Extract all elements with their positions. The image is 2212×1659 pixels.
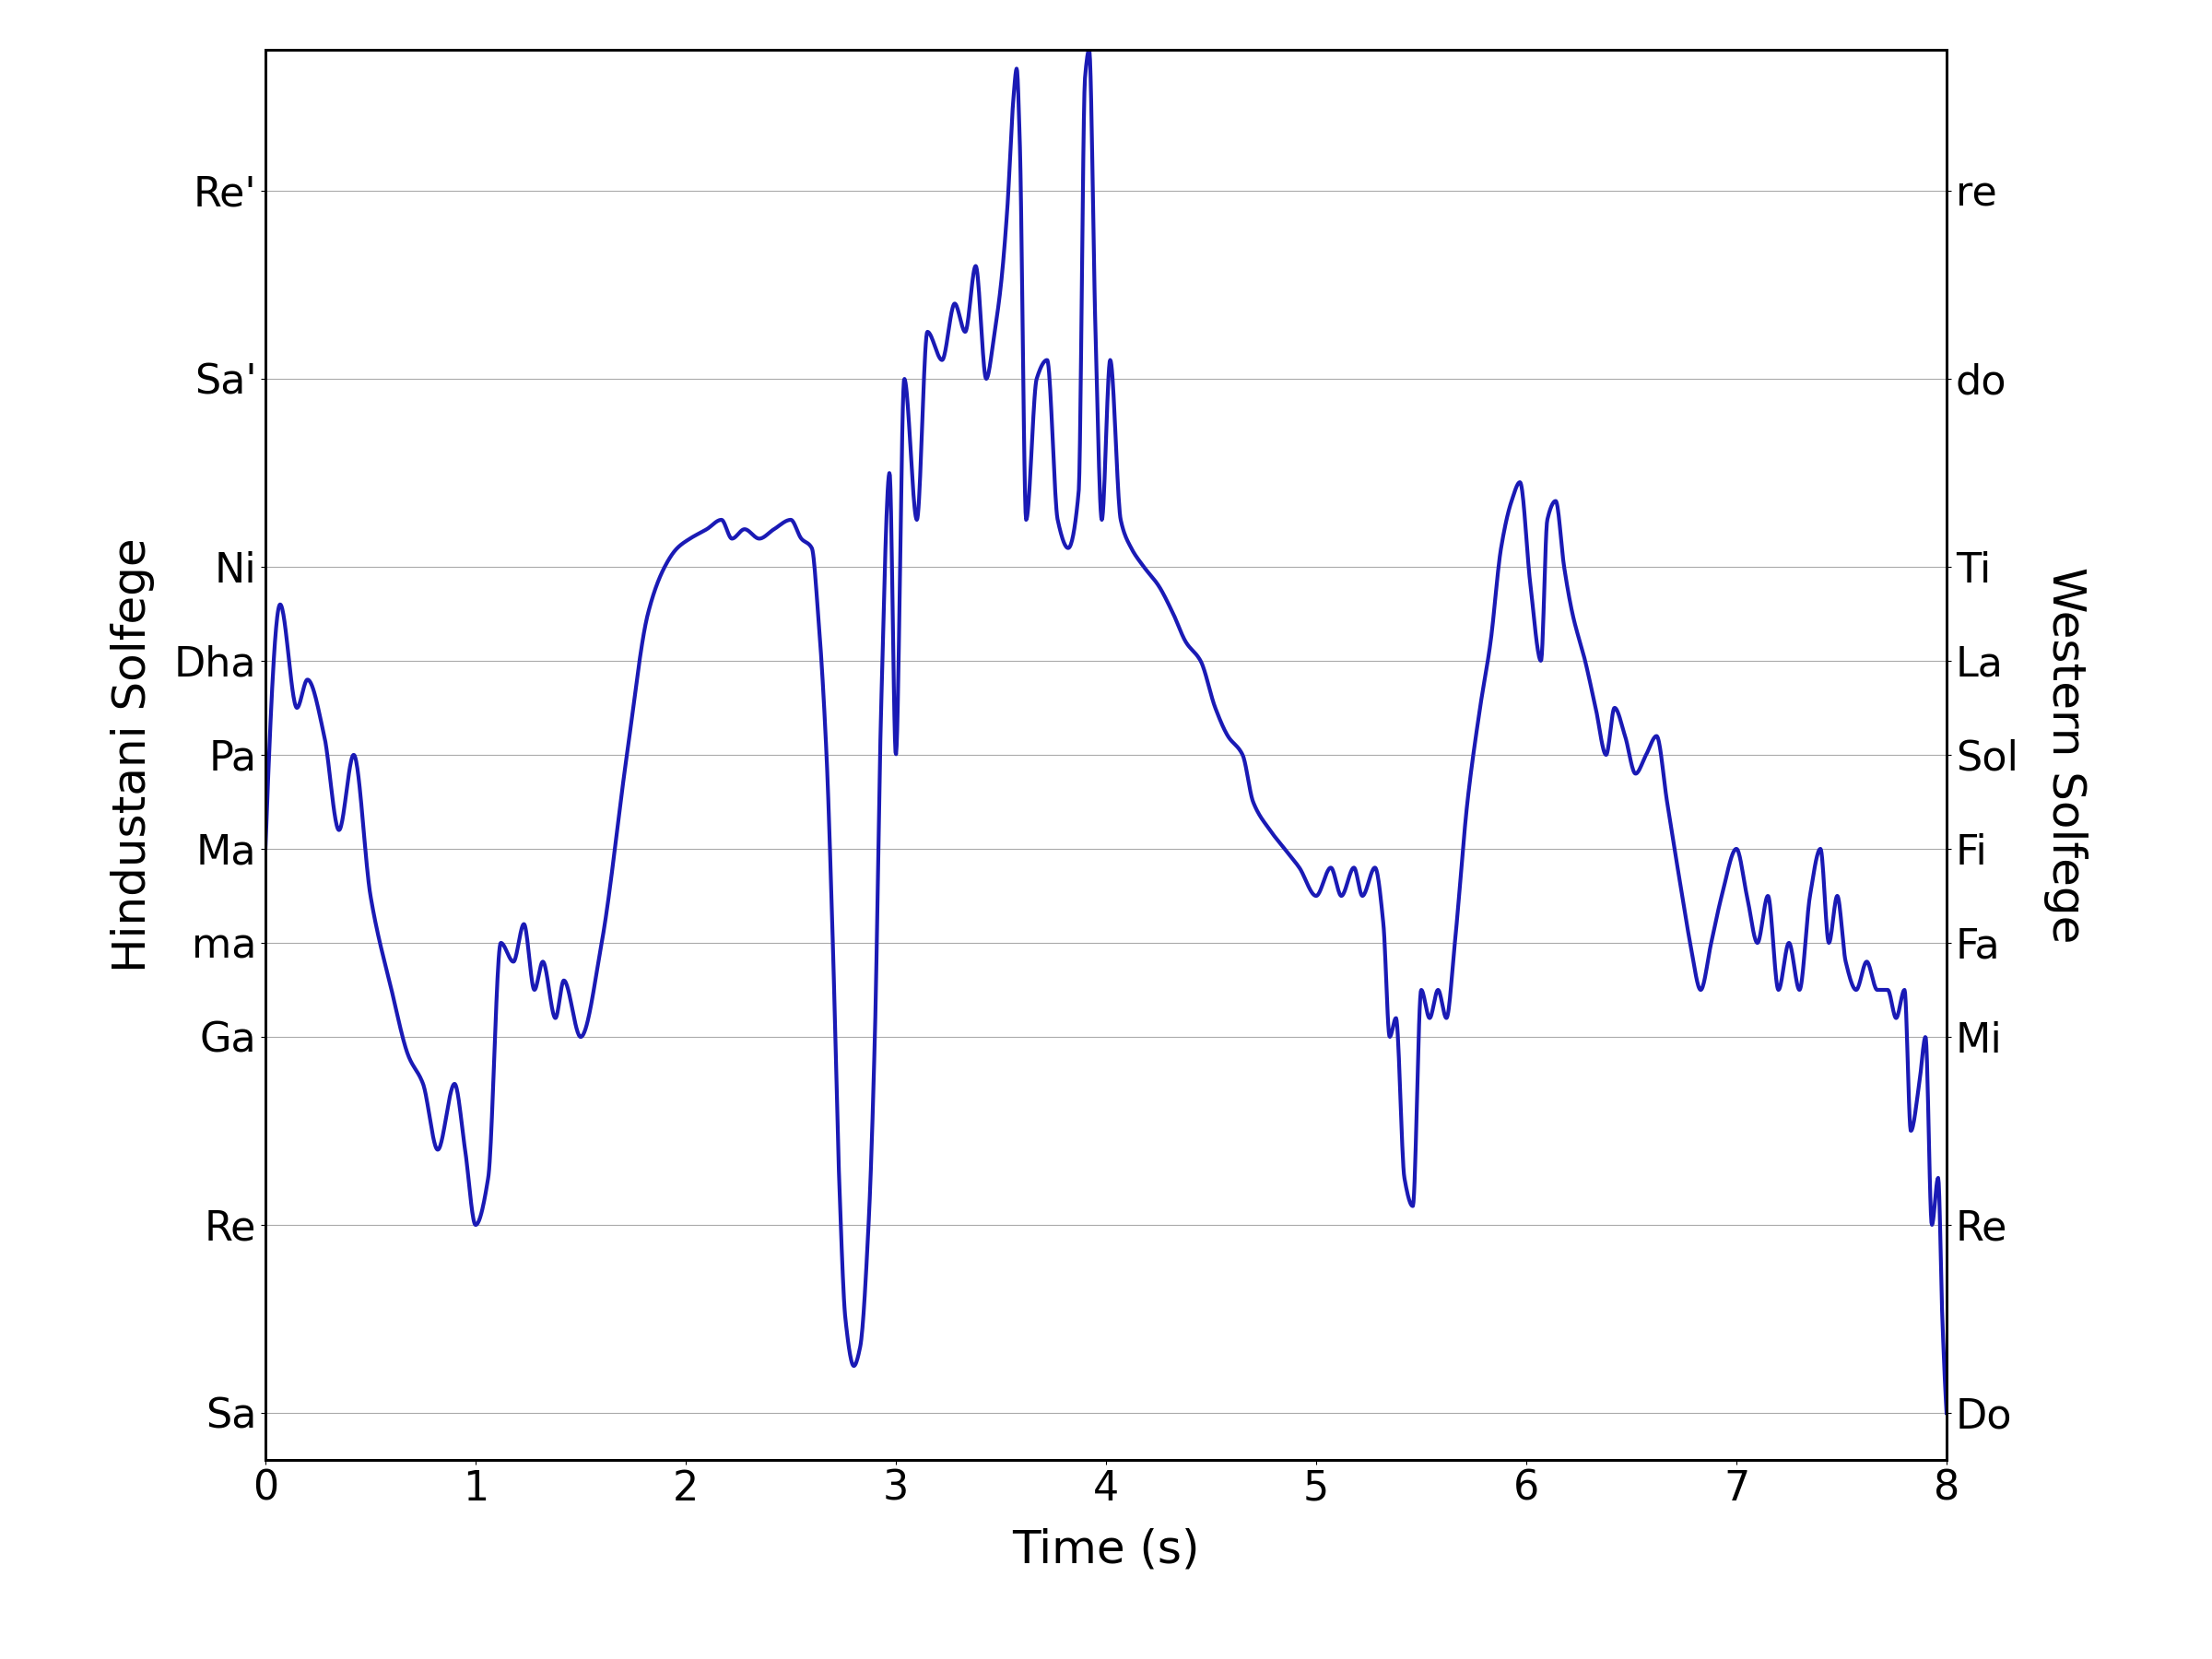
Y-axis label: Hindustani Solfege: Hindustani Solfege [111, 538, 155, 972]
Y-axis label: Western Solfege: Western Solfege [2044, 567, 2088, 942]
X-axis label: Time (s): Time (s) [1013, 1528, 1199, 1573]
